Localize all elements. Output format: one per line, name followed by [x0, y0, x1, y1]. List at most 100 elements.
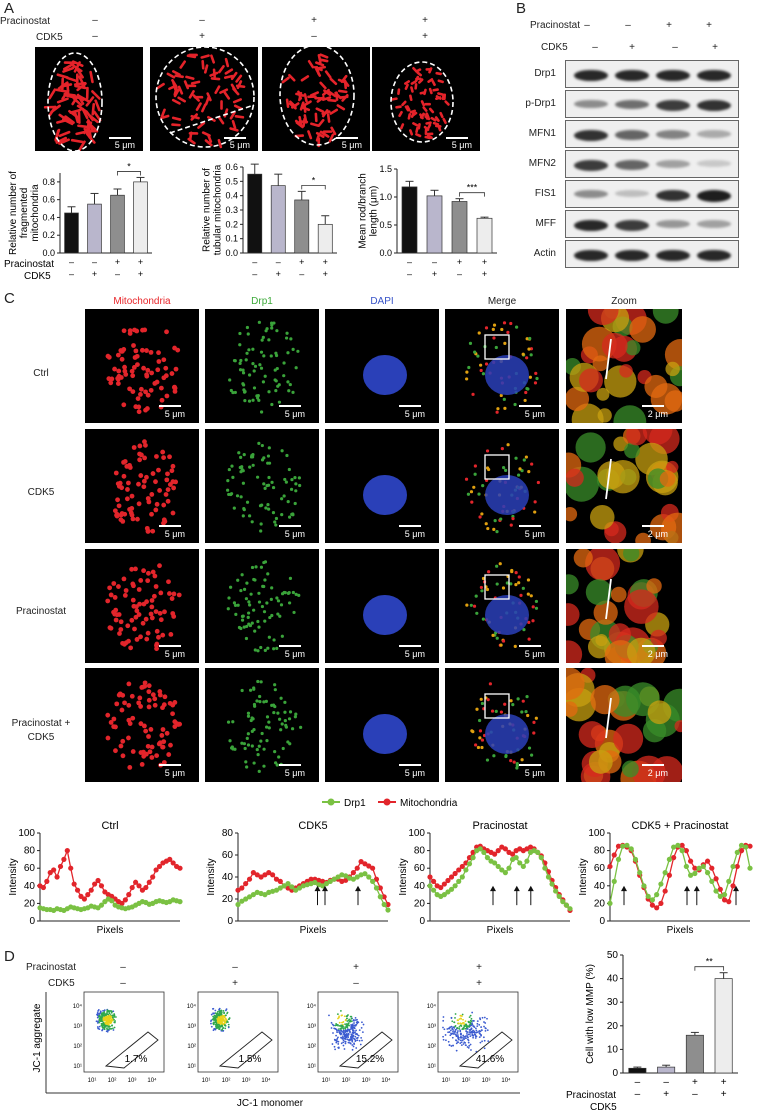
series-point: [553, 888, 559, 894]
stain-dot: [274, 516, 279, 521]
c-legend: Drp1 Mitochondria: [322, 798, 458, 809]
mitochondria-fragment: [91, 102, 96, 116]
series-point: [254, 872, 260, 878]
stain-dot: [145, 578, 151, 584]
stain-dot: [153, 479, 158, 485]
scale-bar-label: 5 μm: [284, 409, 305, 419]
mitochondria-fragment: [327, 98, 337, 103]
mitochondria-fragment: [59, 83, 73, 88]
mitochondria-fragment: [302, 117, 306, 128]
stain-dot: [245, 581, 249, 585]
series-point: [721, 897, 728, 903]
stain-dot: [233, 603, 238, 608]
series-point: [645, 893, 651, 899]
blot-label-mff: MFF: [535, 218, 556, 229]
event-dot: [444, 1034, 447, 1036]
event-dot: [336, 1031, 338, 1034]
scale-bar-label: 5 μm: [524, 529, 545, 539]
profile-chart: CDK5 + Pracinostat020406080100IntensityP…: [578, 820, 753, 936]
stain-dot: [267, 635, 271, 639]
c-micrograph: 5 μm: [445, 549, 559, 663]
stain-dot: [475, 611, 479, 615]
mitochondria-fragment: [188, 90, 195, 99]
mitochondria-fragment: [93, 110, 102, 122]
event-dot: [343, 1015, 346, 1018]
cell-outline: [390, 61, 454, 143]
event-dot: [474, 1037, 477, 1039]
event-dot: [102, 1022, 105, 1025]
mitochondria-fragment: [50, 104, 61, 114]
stain-dot: [266, 454, 271, 458]
bar: [294, 199, 310, 254]
stain-dot: [145, 529, 151, 534]
profile-title: Ctrl: [101, 820, 118, 832]
event-dot: [344, 1026, 347, 1029]
stain-dot: [524, 709, 528, 714]
series-line-mitochondria: [609, 844, 751, 909]
mitochondria-fragment: [404, 80, 410, 85]
stain-dot: [487, 570, 491, 574]
stain-dot: [242, 508, 246, 512]
scale-bar-label: 5 μm: [404, 649, 425, 659]
event-dot: [112, 1027, 114, 1030]
y-tick-label: 0.0: [379, 248, 392, 258]
series-point: [658, 900, 664, 906]
event-dot: [352, 1029, 355, 1032]
stain-dot: [474, 594, 478, 598]
series-point: [654, 892, 660, 898]
stain-dot: [118, 619, 124, 625]
event-dot: [222, 1023, 225, 1026]
event-dot: [330, 1021, 333, 1024]
bar: [426, 195, 443, 254]
d-cdk5-2: +: [232, 978, 238, 989]
mitochondria-fragment: [171, 116, 182, 121]
zoom-blob: [601, 332, 628, 359]
event-dot: [450, 1025, 453, 1028]
stain-dot: [251, 398, 255, 402]
scale-bar: [159, 405, 181, 407]
event-dot: [341, 1035, 344, 1038]
gate-percent: 1.7%: [125, 1054, 148, 1065]
stain-dot: [149, 370, 155, 376]
series-point: [370, 865, 376, 871]
mitochondria-fragment: [224, 68, 234, 75]
stain-dot: [502, 397, 506, 401]
stain-dot: [492, 754, 496, 758]
series-point: [607, 900, 613, 906]
stain-dot: [228, 378, 232, 382]
event-dot: [219, 1021, 222, 1024]
stain-dot: [244, 760, 248, 764]
stain-dot: [142, 723, 147, 729]
series-point: [502, 846, 508, 852]
stain-dot: [235, 494, 240, 498]
bar: [628, 1067, 647, 1074]
mitochondria-fragment: [58, 138, 70, 145]
series-point: [466, 861, 473, 867]
stain-dot: [276, 599, 281, 603]
event-dot: [330, 1027, 333, 1029]
mitochondria-fragment: [217, 138, 223, 149]
zoom-blob: [595, 633, 608, 647]
stain-dot: [282, 361, 286, 365]
mitochondria-fragment: [303, 100, 312, 107]
stain-dot: [166, 579, 171, 585]
scale-bar: [159, 645, 181, 647]
stain-dot: [127, 386, 132, 392]
series-point: [649, 897, 656, 903]
stain-dot: [115, 381, 121, 386]
event-dot: [113, 1016, 115, 1018]
event-dot: [466, 1033, 468, 1035]
stain-dot: [266, 572, 270, 576]
stain-dot: [144, 348, 149, 353]
event-dot: [483, 1047, 486, 1050]
event-dot: [99, 1019, 101, 1022]
mitochondria-fragment: [415, 126, 419, 134]
stain-dot: [521, 699, 525, 703]
stain-dot: [291, 347, 295, 351]
stain-dot: [146, 734, 151, 739]
event-dot: [346, 1026, 349, 1029]
stain-dot: [259, 529, 263, 533]
stain-dot: [143, 389, 148, 395]
stain-dot: [149, 604, 155, 610]
